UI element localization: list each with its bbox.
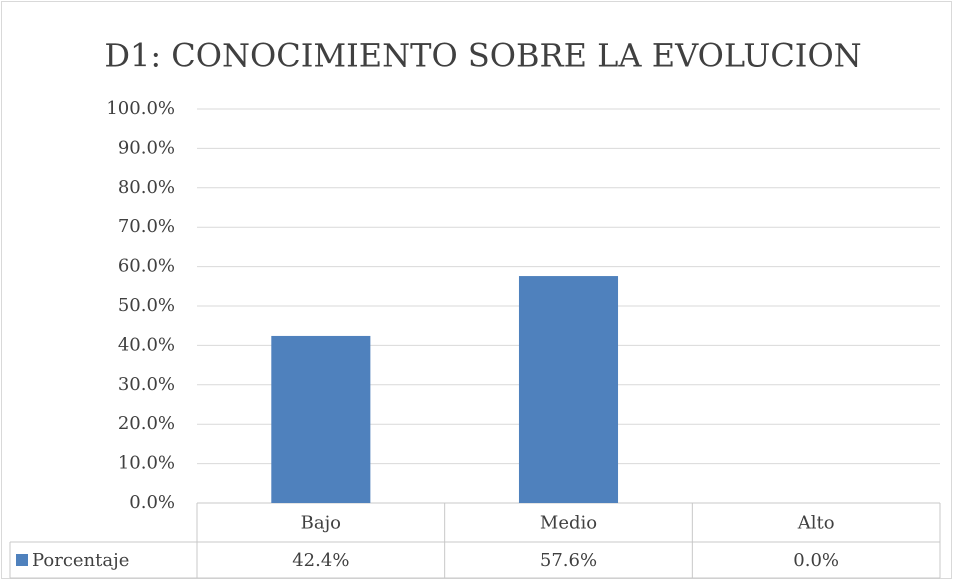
y-tick-label: 50.0% [118, 295, 175, 316]
y-tick-label: 60.0% [118, 256, 175, 277]
y-tick-label: 40.0% [118, 334, 175, 355]
legend-swatch [16, 554, 28, 566]
y-tick-label: 20.0% [118, 413, 175, 434]
y-tick-label: 70.0% [118, 216, 175, 237]
bar [518, 276, 619, 503]
y-tick-label: 30.0% [118, 374, 175, 395]
y-tick-label: 80.0% [118, 177, 175, 198]
x-tick-label: Medio [540, 513, 597, 534]
y-tick-label: 0.0% [129, 492, 175, 513]
table-value: 42.4% [292, 550, 349, 571]
legend-label: Porcentaje [32, 550, 129, 571]
x-tick-label: Bajo [301, 513, 341, 534]
x-tick-label: Alto [797, 513, 835, 534]
table-value: 57.6% [540, 550, 597, 571]
y-tick-label: 10.0% [118, 453, 175, 474]
y-tick-label: 100.0% [106, 98, 175, 119]
chart-title: D1: CONOCIMIENTO SOBRE LA EVOLUCION [104, 37, 861, 75]
table-value: 0.0% [793, 550, 839, 571]
y-tick-label: 90.0% [118, 137, 175, 158]
bar [271, 335, 371, 503]
